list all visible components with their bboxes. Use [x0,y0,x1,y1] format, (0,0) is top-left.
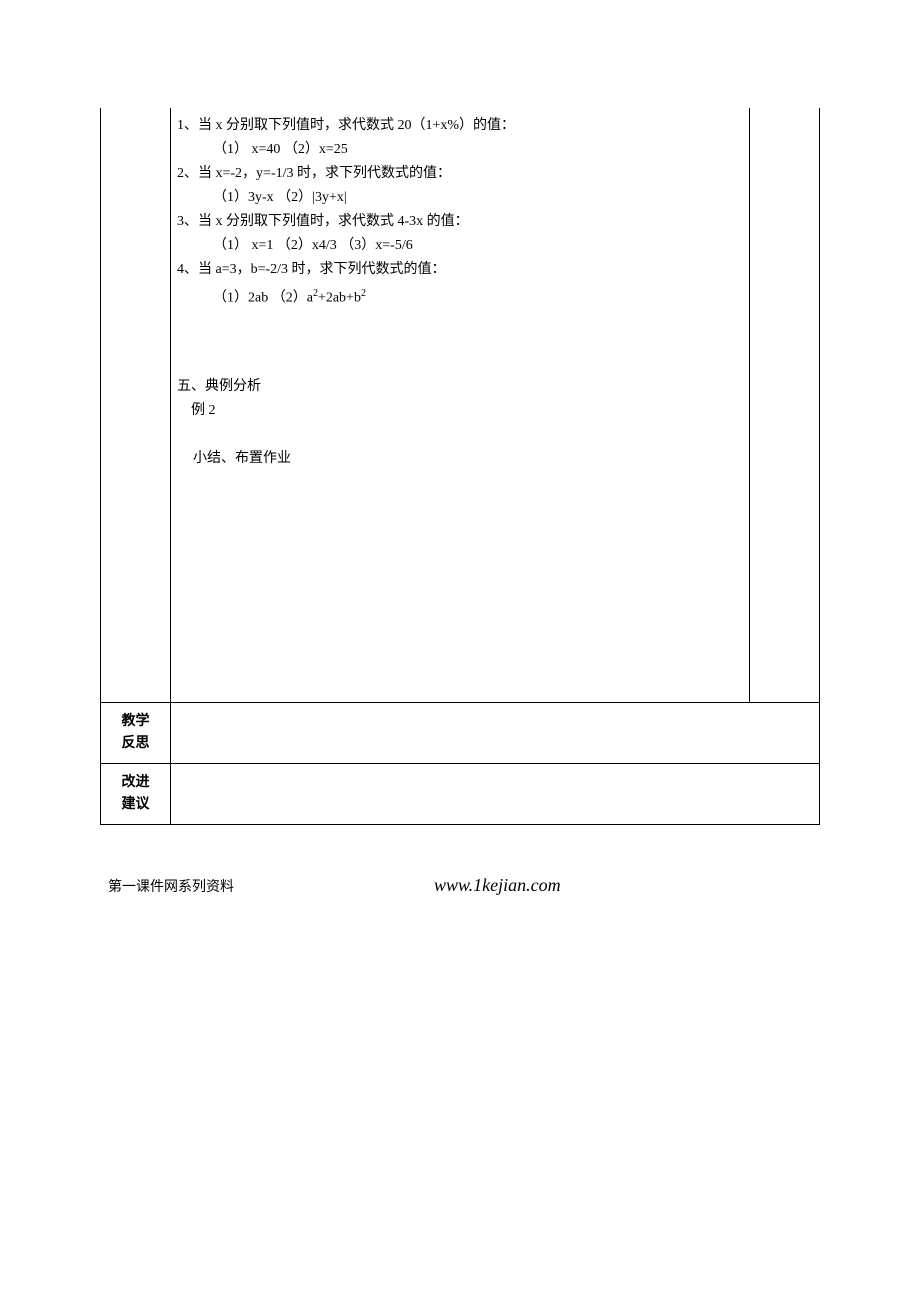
content-row: 1、当 x 分别取下列值时，求代数式 20（1+x%）的值： （1） x=40 … [101,108,820,702]
exercise-line: （1） x=1 （2）x4/3 （3）x=-5/6 [177,234,743,258]
homework-line: 小结、布置作业 [177,447,743,471]
label-line: 教学 [105,711,166,733]
exercise-formula-line: （1）2ab （2）a2+2ab+b2 [177,282,743,311]
reflection-notes-cell [750,702,820,763]
formula-part: +2ab+b [318,291,361,306]
spacer [177,311,743,375]
reflection-label: 教学 反思 [101,702,171,763]
label-line: 建议 [105,794,166,816]
content-cell: 1、当 x 分别取下列值时，求代数式 20（1+x%）的值： （1） x=40 … [171,108,750,702]
formula-part: （1）2ab （2）a [213,291,313,306]
section-heading: 五、典例分析 [177,375,743,399]
reflection-cell [171,702,750,763]
exercise-line: （1）3y-x （2）|3y+x| [177,186,743,210]
exercise-line: 4、当 a=3，b=-2/3 时，求下列代数式的值： [177,258,743,282]
example-line: 例 2 [177,399,743,423]
suggestion-row: 改进 建议 [101,763,820,824]
exercise-line: 3、当 x 分别取下列值时，求代数式 4-3x 的值： [177,210,743,234]
exercise-line: 1、当 x 分别取下列值时，求代数式 20（1+x%）的值： [177,114,743,138]
footer: 第一课件网系列资料 www.1kejian.com [100,875,820,896]
suggestion-label: 改进 建议 [101,763,171,824]
label-line: 反思 [105,733,166,755]
reflection-row: 教学 反思 [101,702,820,763]
lesson-table: 1、当 x 分别取下列值时，求代数式 20（1+x%）的值： （1） x=40 … [100,108,820,825]
suggestion-cell [171,763,750,824]
footer-url: www.1kejian.com [434,875,561,896]
label-line: 改进 [105,772,166,794]
page-container: 1、当 x 分别取下列值时，求代数式 20（1+x%）的值： （1） x=40 … [0,0,920,896]
suggestion-notes-cell [750,763,820,824]
superscript: 2 [361,288,366,299]
notes-cell [750,108,820,702]
footer-text: 第一课件网系列资料 [100,876,234,896]
exercise-line: （1） x=40 （2）x=25 [177,138,743,162]
exercise-line: 2、当 x=-2，y=-1/3 时，求下列代数式的值： [177,162,743,186]
content-row-label [101,108,171,702]
